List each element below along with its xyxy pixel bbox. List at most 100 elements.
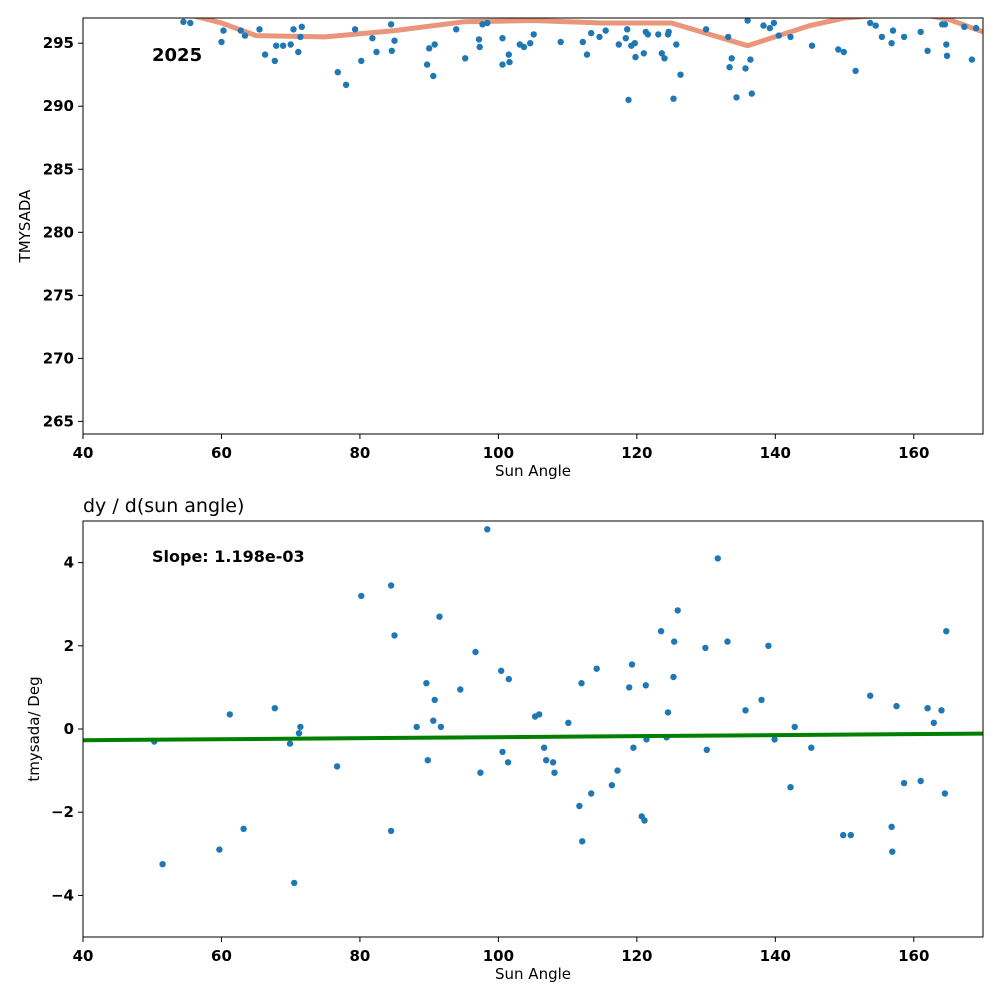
data-point — [658, 50, 665, 57]
x-tick-label: 120 — [621, 444, 652, 462]
data-point — [770, 19, 778, 27]
data-point — [771, 736, 778, 743]
data-point — [625, 96, 632, 104]
data-point — [900, 779, 908, 787]
data-point — [787, 784, 794, 791]
data-point — [291, 879, 298, 887]
x-tick-label: 140 — [760, 947, 791, 965]
data-point — [536, 711, 543, 718]
x-tick-label: 140 — [760, 444, 791, 462]
data-point — [670, 673, 677, 681]
data-point — [237, 27, 244, 34]
data-point — [889, 848, 896, 855]
data-point — [499, 61, 506, 68]
data-point — [576, 802, 583, 810]
data-point — [578, 680, 585, 687]
data-point — [840, 48, 847, 56]
data-point — [436, 613, 443, 620]
y-tick-label: −4 — [51, 886, 74, 904]
data-point — [941, 790, 949, 797]
data-point — [475, 36, 483, 43]
data-point — [626, 684, 633, 691]
y-tick-label: 0 — [64, 720, 74, 738]
data-point — [744, 18, 751, 24]
y-tick-label: 270 — [43, 349, 74, 367]
data-point — [725, 33, 732, 41]
data-point — [273, 42, 280, 49]
data-point — [765, 642, 772, 649]
data-point — [808, 744, 815, 751]
data-point — [413, 723, 420, 731]
data-point — [943, 628, 950, 635]
data-point — [388, 47, 395, 54]
data-point — [674, 607, 681, 614]
data-point — [297, 723, 304, 731]
data-point — [671, 638, 678, 645]
data-point — [499, 748, 506, 756]
data-point — [540, 744, 548, 751]
data-point — [484, 19, 491, 27]
data-point — [286, 740, 294, 747]
data-point — [180, 18, 187, 25]
data-point — [579, 38, 586, 46]
data-point — [596, 33, 603, 41]
data-point — [358, 57, 365, 65]
data-point — [479, 21, 486, 28]
data-point — [930, 719, 937, 726]
data-point — [271, 705, 278, 712]
x-axis-label: Sun Angle — [495, 462, 571, 480]
data-point — [758, 696, 765, 704]
data-point — [917, 28, 924, 36]
data-point — [624, 26, 631, 33]
data-point — [726, 63, 733, 71]
data-point — [290, 26, 297, 33]
data-point — [256, 26, 263, 33]
data-point — [644, 31, 652, 38]
data-point — [943, 52, 951, 59]
data-point — [867, 19, 874, 27]
data-point — [187, 19, 194, 27]
data-point — [391, 632, 398, 639]
data-point — [504, 759, 512, 766]
data-point — [261, 51, 269, 58]
data-point — [241, 32, 249, 39]
data-point — [665, 28, 672, 36]
y-tick-label: 4 — [64, 554, 74, 572]
data-point — [742, 707, 749, 714]
data-point — [593, 665, 600, 672]
data-point — [462, 55, 469, 62]
data-point — [530, 31, 537, 38]
data-point — [351, 26, 359, 33]
x-tick-label: 160 — [898, 444, 929, 462]
data-point — [430, 717, 437, 724]
data-point — [333, 763, 341, 770]
data-point — [342, 81, 350, 89]
data-point — [520, 43, 528, 51]
data-point — [551, 769, 558, 776]
data-layer — [180, 18, 983, 104]
x-tick-label: 40 — [73, 947, 94, 965]
data-point — [677, 71, 684, 78]
data-point — [391, 37, 398, 44]
data-point — [742, 65, 749, 72]
data-point — [527, 40, 534, 47]
x-tick-label: 60 — [211, 947, 232, 965]
data-point — [431, 696, 438, 704]
x-tick-label: 160 — [898, 947, 929, 965]
regression-line — [83, 731, 983, 743]
data-point — [583, 51, 591, 58]
y-tick-label: 285 — [43, 160, 74, 178]
x-tick-label: 120 — [621, 947, 652, 965]
data-point — [423, 61, 431, 68]
x-tick-label: 80 — [349, 444, 370, 462]
data-point — [369, 35, 376, 42]
data-point — [506, 58, 513, 66]
data-point — [557, 38, 564, 46]
data-point — [453, 26, 460, 33]
data-point — [216, 846, 223, 853]
data-point — [961, 23, 968, 30]
x-tick-label: 40 — [73, 444, 94, 462]
data-point — [588, 790, 595, 797]
y-axis-label: TMYSADA — [16, 189, 34, 264]
